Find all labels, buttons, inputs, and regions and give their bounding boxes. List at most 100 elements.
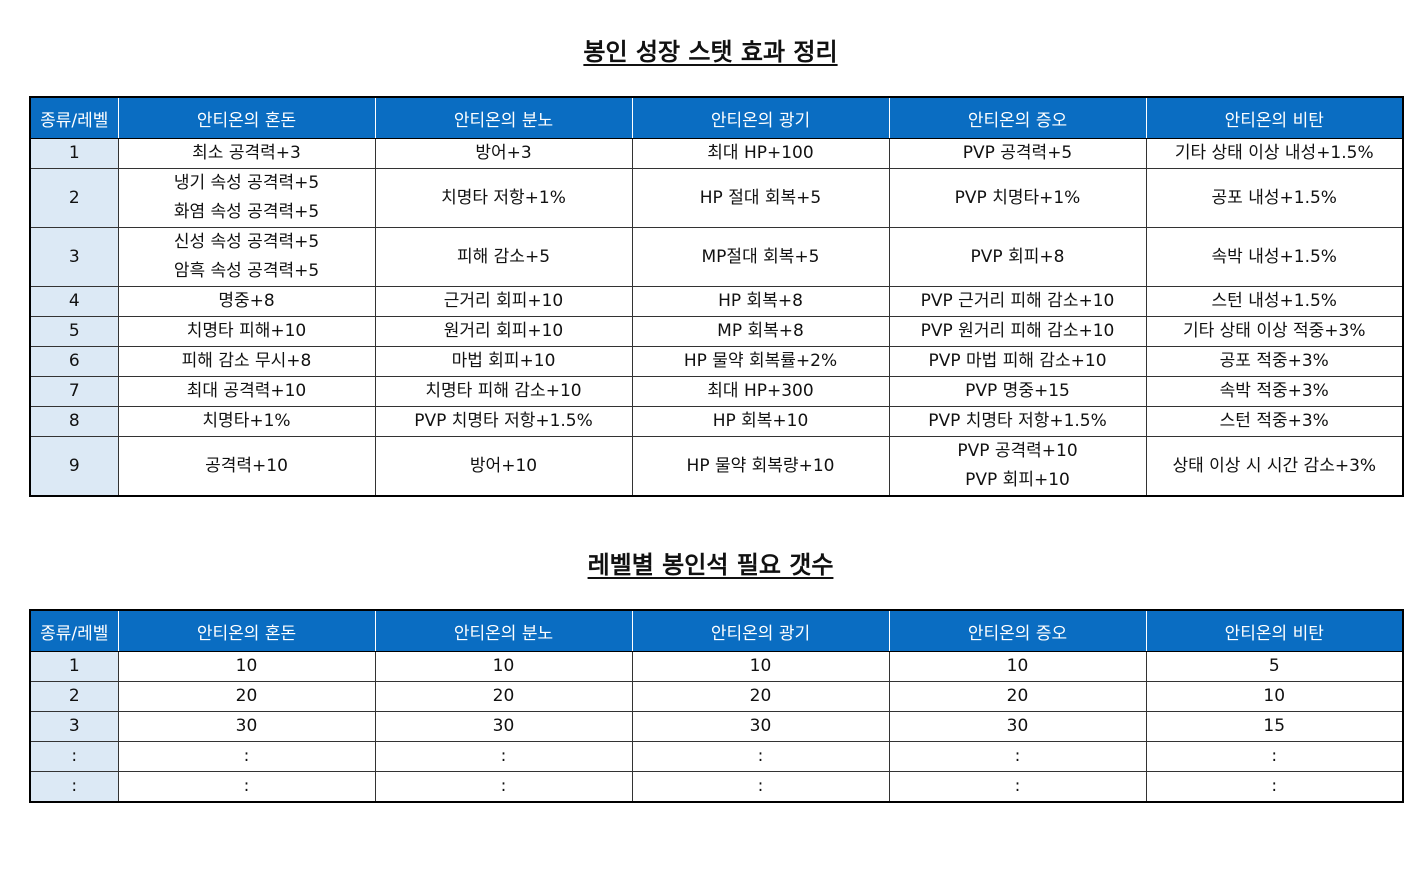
- stat-cell: 방어+3: [374, 138, 633, 169]
- stat-effect-text: 원거리 회피+10: [443, 321, 564, 341]
- level-cell: :: [29, 771, 119, 803]
- stat-cell: 최소 공격력+3: [117, 138, 376, 169]
- stat-cell: PVP 공격력+10 PVP 회피+10: [888, 436, 1147, 497]
- table-row: 1 최소 공격력+3 방어+3 최대 HP+100 PVP 공격력+5 기타 상태 이상 …: [29, 138, 1404, 169]
- stat-effect-text: 마법 회피+10: [451, 351, 556, 371]
- stat-cell: 기타 상태 이상 적중+3%: [1145, 316, 1404, 347]
- table-row: 2 20 20 20 20 10: [29, 681, 1404, 712]
- count-cell: 30: [631, 711, 890, 742]
- header-rage: 안티온의 분노: [374, 609, 633, 652]
- stat-effect-text: 최대 공격력+10: [186, 381, 307, 401]
- stat-effect-text: 냉기 속성 공격력+5: [173, 173, 320, 193]
- stat-effects-table: 종류/레벨 안티온의 혼돈 안티온의 분노 안티온의 광기 안티온의 증오 안티…: [29, 96, 1404, 497]
- header-chaos: 안티온의 혼돈: [117, 609, 376, 652]
- table-row: 9 공격력+10 방어+10 HP 물약 회복량+10 PVP 공격력+10 PVP 회피…: [29, 436, 1404, 497]
- count-cell: :: [631, 741, 890, 772]
- stat-cell: 신성 속성 공격력+5 암흑 속성 공격력+5: [117, 227, 376, 287]
- stone-count-table: 종류/레벨 안티온의 혼돈 안티온의 분노 안티온의 광기 안티온의 증오 안티…: [29, 609, 1404, 803]
- count-cell: 15: [1145, 711, 1404, 742]
- count-cell: 20: [888, 681, 1147, 712]
- count-cell: :: [631, 771, 890, 803]
- stat-effect-text: PVP 근거리 피해 감소+10: [920, 291, 1115, 311]
- level-cell: 9: [29, 436, 119, 497]
- stat-cell: PVP 회피+8: [888, 227, 1147, 287]
- count-cell: :: [1145, 771, 1404, 803]
- stat-cell: PVP 치명타 저항+1.5%: [888, 406, 1147, 437]
- level-cell: 5: [29, 316, 119, 347]
- stat-cell: PVP 치명타+1%: [888, 168, 1147, 228]
- table-row: ::::::: [29, 741, 1404, 772]
- stat-cell: 명중+8: [117, 286, 376, 317]
- stat-cell: PVP 명중+15: [888, 376, 1147, 407]
- stat-effect-text: HP 물약 회복량+10: [686, 455, 835, 476]
- table-row: 4 명중+8 근거리 회피+10 HP 회복+8 PVP 근거리 피해 감소+10 스턴 …: [29, 286, 1404, 317]
- level-cell: 6: [29, 346, 119, 377]
- level-cell: :: [29, 741, 119, 772]
- stat-cell: 피해 감소+5: [374, 227, 633, 287]
- stat-cell: PVP 근거리 피해 감소+10: [888, 286, 1147, 317]
- level-cell: 1: [29, 138, 119, 169]
- table-row: 3 30 30 30 30 15: [29, 711, 1404, 742]
- stat-cell: 치명타 피해+10: [117, 316, 376, 347]
- stat-effect-text: 방어+3: [475, 143, 532, 163]
- count-cell: 10: [374, 651, 633, 682]
- count-cell: :: [374, 771, 633, 803]
- stat-cell: MP절대 회복+5: [631, 227, 890, 287]
- stat-cell: 근거리 회피+10: [374, 286, 633, 317]
- table-row: 5 치명타 피해+10 원거리 회피+10 MP 회복+8 PVP 원거리 피해 감소+…: [29, 316, 1404, 347]
- count-cell: :: [117, 741, 376, 772]
- stat-effect-text: 최대 HP+300: [707, 381, 814, 401]
- table-header-row: 종류/레벨 안티온의 혼돈 안티온의 분노 안티온의 광기 안티온의 증오 안티…: [29, 96, 1404, 139]
- stat-effect-text: 기타 상태 이상 내성+1.5%: [1174, 143, 1374, 163]
- count-cell: :: [117, 771, 376, 803]
- level-cell: 3: [29, 227, 119, 287]
- stat-cell: 최대 HP+100: [631, 138, 890, 169]
- header-hatred: 안티온의 증오: [888, 609, 1147, 652]
- stat-effect-text: PVP 공격력+5: [962, 143, 1073, 163]
- stat-effect-text: 치명타 저항+1%: [441, 187, 566, 208]
- stat-cell: 치명타+1%: [117, 406, 376, 437]
- stat-effect-text: 명중+8: [218, 291, 275, 311]
- stat-effect-text: PVP 치명타 저항+1.5%: [928, 411, 1107, 431]
- stat-effect-text: 스턴 내성+1.5%: [1211, 291, 1337, 311]
- stat-effect-text: 피해 감소+5: [456, 246, 551, 267]
- stat-effect-text: 공포 내성+1.5%: [1211, 187, 1337, 208]
- stat-effect-text: 공포 적중+3%: [1219, 351, 1329, 371]
- stat-effect-text: 치명타 피해 감소+10: [425, 381, 582, 401]
- table-row: 6 피해 감소 무시+8 마법 회피+10 HP 물약 회복률+2% PVP 마법 피해…: [29, 346, 1404, 377]
- stat-effect-text: 최대 HP+100: [707, 143, 814, 163]
- count-cell: 10: [117, 651, 376, 682]
- stat-effect-text: 치명타 피해+10: [186, 321, 307, 341]
- stat-effects-title: 봉인 성장 스탯 효과 정리: [583, 38, 838, 66]
- stat-effect-text: PVP 회피+8: [970, 246, 1065, 267]
- stat-cell: 냉기 속성 공격력+5 화염 속성 공격력+5: [117, 168, 376, 228]
- stat-effect-text: 속박 내성+1.5%: [1211, 246, 1337, 267]
- count-cell: 10: [631, 651, 890, 682]
- header-madness: 안티온의 광기: [631, 96, 890, 139]
- stat-cell: HP 절대 회복+5: [631, 168, 890, 228]
- level-cell: 8: [29, 406, 119, 437]
- stat-cell: HP 물약 회복량+10: [631, 436, 890, 497]
- count-cell: 30: [117, 711, 376, 742]
- stat-effect-text: PVP 회피+10: [965, 470, 1070, 490]
- table-header-row: 종류/레벨 안티온의 혼돈 안티온의 분노 안티온의 광기 안티온의 증오 안티…: [29, 609, 1404, 652]
- level-cell: 3: [29, 711, 119, 742]
- stat-effect-text: 피해 감소 무시+8: [181, 351, 312, 371]
- stat-cell: 공포 적중+3%: [1145, 346, 1404, 377]
- level-cell: 1: [29, 651, 119, 682]
- stat-cell: 최대 공격력+10: [117, 376, 376, 407]
- stat-cell: PVP 마법 피해 감소+10: [888, 346, 1147, 377]
- count-cell: 20: [117, 681, 376, 712]
- table-row: 7 최대 공격력+10 치명타 피해 감소+10 최대 HP+300 PVP 명중+15…: [29, 376, 1404, 407]
- stat-effect-text: 상태 이상 시 시간 감소+3%: [1172, 455, 1377, 476]
- level-cell: 4: [29, 286, 119, 317]
- header-hatred: 안티온의 증오: [888, 96, 1147, 139]
- count-cell: 20: [374, 681, 633, 712]
- stat-effect-text: PVP 치명타+1%: [954, 187, 1081, 208]
- stat-effect-text: PVP 공격력+10: [957, 441, 1078, 461]
- table-row: 1 10 10 10 10 5: [29, 651, 1404, 682]
- count-cell: :: [374, 741, 633, 772]
- stat-effect-text: 스턴 적중+3%: [1219, 411, 1329, 431]
- stat-effect-text: 최소 공격력+3: [192, 143, 301, 163]
- stone-count-title: 레벨별 봉인석 필요 갯수: [587, 551, 834, 579]
